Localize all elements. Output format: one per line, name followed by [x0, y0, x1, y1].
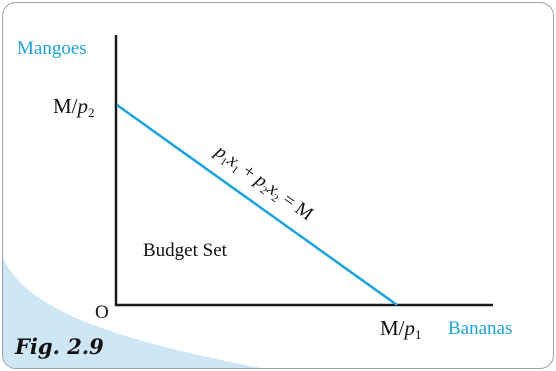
figure-caption: Fig. 2.9	[15, 334, 104, 359]
corner-wave-decoration	[3, 258, 262, 368]
x-axis-label: Bananas	[448, 318, 512, 339]
x-intercept-label: M/p1	[380, 316, 422, 342]
budget-set-label: Budget Set	[143, 240, 228, 261]
budget-diagram: Mangoes Bananas O M/p2 M/p1 p1x1 + p2x2 …	[3, 35, 512, 368]
y-axis-label: Mangoes	[17, 38, 87, 59]
budget-line	[116, 103, 398, 307]
origin-label: O	[95, 302, 109, 323]
y-intercept-label: M/p2	[53, 94, 95, 120]
